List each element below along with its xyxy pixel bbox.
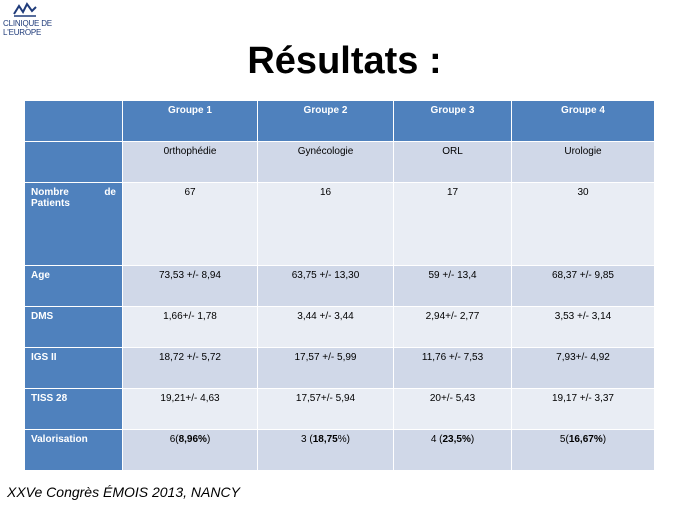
table-cell: 0rthophédie bbox=[122, 141, 258, 183]
row-label-cell: TISS 28 bbox=[24, 388, 123, 430]
table-cell: 5(16,67%) bbox=[511, 429, 655, 471]
row-label-cell bbox=[24, 141, 123, 183]
row-label-part: Patients bbox=[31, 198, 70, 209]
table-cell: 1,66+/- 1,78 bbox=[122, 306, 258, 348]
table-row: DMS 1,66+/- 1,78 3,44 +/- 3,44 2,94+/- 2… bbox=[24, 306, 655, 348]
table-header-row: Groupe 1 Groupe 2 Groupe 3 Groupe 4 bbox=[24, 100, 655, 142]
table-cell: 17,57 +/- 5,99 bbox=[257, 347, 394, 389]
table-cell: 11,76 +/- 7,53 bbox=[393, 347, 512, 389]
table-cell: 63,75 +/- 13,30 bbox=[257, 265, 394, 307]
clinique-logo: CLINIQUE DE L'EUROPE bbox=[3, 2, 52, 42]
table-cell: 19,17 +/- 3,37 bbox=[511, 388, 655, 430]
results-table: Groupe 1 Groupe 2 Groupe 3 Groupe 4 0rth… bbox=[24, 100, 655, 471]
table-row: Valorisation 6(8,96%) 3 (18,75%) 4 (23,5… bbox=[24, 429, 655, 471]
conference-footer: XXVe Congrès ÉMOIS 2013, NANCY bbox=[7, 484, 240, 500]
table-cell: 30 bbox=[511, 182, 655, 266]
row-label-part: Nombre bbox=[31, 187, 69, 198]
table-cell: 3,44 +/- 3,44 bbox=[257, 306, 394, 348]
header-cell: Groupe 4 bbox=[511, 100, 655, 142]
row-label-cell: DMS bbox=[24, 306, 123, 348]
table-cell: 4 (23,5%) bbox=[393, 429, 512, 471]
slide-title: Résultats : bbox=[247, 40, 442, 82]
header-cell: Groupe 2 bbox=[257, 100, 394, 142]
table-cell: 68,37 +/- 9,85 bbox=[511, 265, 655, 307]
logo-mark-icon bbox=[13, 2, 37, 17]
table-cell: 2,94+/- 2,77 bbox=[393, 306, 512, 348]
table-cell: 17,57+/- 5,94 bbox=[257, 388, 394, 430]
table-cell: Urologie bbox=[511, 141, 655, 183]
table-cell: 17 bbox=[393, 182, 512, 266]
header-corner-cell bbox=[24, 100, 123, 142]
table-cell: ORL bbox=[393, 141, 512, 183]
table-row: TISS 28 19,21+/- 4,63 17,57+/- 5,94 20+/… bbox=[24, 388, 655, 430]
table-row: Nombre de Patients 67 16 17 30 bbox=[24, 182, 655, 266]
table-cell: 3,53 +/- 3,14 bbox=[511, 306, 655, 348]
header-cell: Groupe 3 bbox=[393, 100, 512, 142]
row-label-part: de bbox=[104, 187, 116, 198]
table-row: Age 73,53 +/- 8,94 63,75 +/- 13,30 59 +/… bbox=[24, 265, 655, 307]
table-cell: 7,93+/- 4,92 bbox=[511, 347, 655, 389]
table-cell: 20+/- 5,43 bbox=[393, 388, 512, 430]
table-row: 0rthophédie Gynécologie ORL Urologie bbox=[24, 141, 655, 183]
table-cell: 19,21+/- 4,63 bbox=[122, 388, 258, 430]
table-cell: 3 (18,75%) bbox=[257, 429, 394, 471]
table-cell: 16 bbox=[257, 182, 394, 266]
logo-line-2: L'EUROPE bbox=[3, 28, 42, 37]
row-label-cell: Nombre de Patients bbox=[24, 182, 123, 266]
table-cell: 73,53 +/- 8,94 bbox=[122, 265, 258, 307]
row-label-cell: Age bbox=[24, 265, 123, 307]
logo-line-1: CLINIQUE DE bbox=[3, 19, 52, 28]
table-cell: 59 +/- 13,4 bbox=[393, 265, 512, 307]
table-cell: 67 bbox=[122, 182, 258, 266]
row-label-cell: IGS II bbox=[24, 347, 123, 389]
table-cell: Gynécologie bbox=[257, 141, 394, 183]
table-cell: 6(8,96%) bbox=[122, 429, 258, 471]
table-cell: 18,72 +/- 5,72 bbox=[122, 347, 258, 389]
header-cell: Groupe 1 bbox=[122, 100, 258, 142]
row-label-cell: Valorisation bbox=[24, 429, 123, 471]
table-row: IGS II 18,72 +/- 5,72 17,57 +/- 5,99 11,… bbox=[24, 347, 655, 389]
